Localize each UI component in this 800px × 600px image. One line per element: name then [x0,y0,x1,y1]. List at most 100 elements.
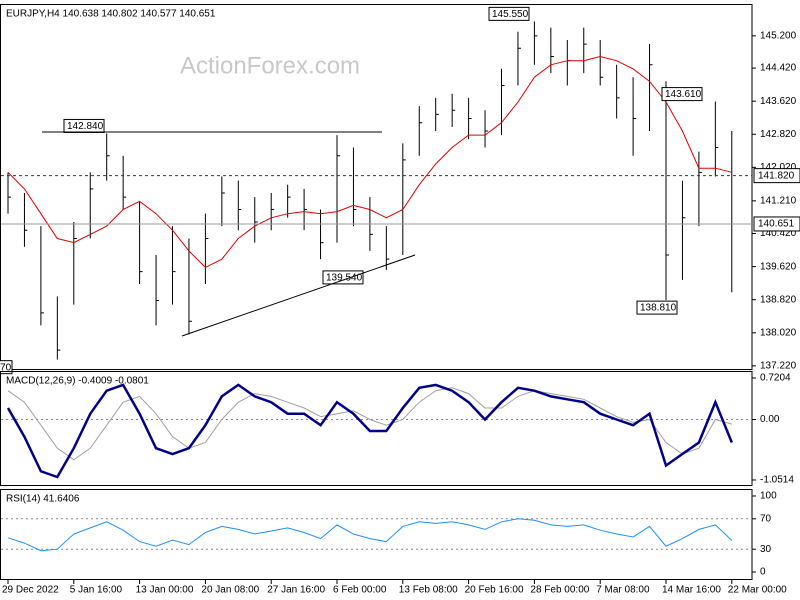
y-tick-label: 0 [760,567,766,578]
x-tick-label: 27 Jan 16:00 [267,585,325,596]
price-bar [599,39,604,86]
level-box [753,216,800,232]
price-bar [352,147,357,227]
price-bar [40,226,44,326]
annotation-label: 143.610 [665,89,702,100]
annotation-label: 142.840 [67,121,104,132]
price-bar [237,180,242,231]
price-bar [172,226,176,305]
price-bar [336,135,340,243]
price-bar [106,133,110,181]
price-bar [89,172,94,239]
rsi-line [7,518,733,552]
annotation-box [661,87,703,102]
price-bar [533,21,538,65]
y-tick-label: 138.820 [760,294,797,305]
price-bar [484,110,489,148]
x-tick-label: 20 Feb 16:00 [465,585,524,596]
price-bar [204,213,209,284]
price-bar [649,44,653,131]
x-tick-label: 29 Dec 2022 [2,585,59,596]
trend-line [181,254,416,337]
y-tick-label: 139.620 [760,261,797,272]
annotation-label: 139.540 [326,273,363,284]
y-tick-label: -1.0514 [760,475,794,486]
panel-frame [0,489,753,580]
price-bar [402,143,406,256]
y-tick-label: 143.620 [760,96,797,107]
price-bar [320,209,324,260]
price-bar [122,155,127,210]
x-tick-label: 5 Jan 16:00 [70,585,123,596]
signal-line [7,387,732,461]
macd-line [6,383,733,479]
y-tick-label: 140.420 [760,228,797,239]
price-bar [188,238,192,335]
price-bar [418,106,423,156]
price-bar [73,221,77,305]
annotation-label: 138.810 [640,303,677,314]
plot-layer: ActionForex.com 145.200 144.420 143.620 142.… [0,4,800,596]
x-axis: 29 Dec 2022 5 Jan 16:00 13 Jan 00:00 20 Jan… [2,580,787,596]
panel-title: RSI(14) 41.6406 [6,494,80,505]
panel-title: EURJPY,H4 140.638 140.802 140.577 140.65… [6,9,216,20]
y-tick-label: 144.420 [760,63,797,74]
price-bar [221,176,225,227]
y-tick-label: 138.020 [760,327,797,338]
annotation-box [322,270,364,285]
y-tick-label: 137.220 [760,361,797,372]
moving-average [7,55,732,269]
y-tick-label: 0.7204 [760,373,791,384]
y-tick-label: 145.200 [760,30,797,41]
x-tick-label: 22 Mar 00:00 [728,585,787,596]
price-bar [155,255,160,326]
level-box [753,168,800,184]
price-bar [616,64,620,119]
annotation-box [488,6,530,21]
price-bar [139,201,143,284]
x-tick-label: 28 Feb 00:00 [530,585,589,596]
price-bar [254,197,258,243]
panel-title: MACD(12,26,9) -0.4009 -0.0801 [6,376,149,387]
x-tick-label: 6 Feb 00:00 [333,585,387,596]
price-bar [583,27,587,74]
panel-frame [0,371,753,486]
annotation-box [636,300,678,315]
price-bar [550,27,554,74]
x-tick-label: 7 Mar 08:00 [596,585,650,596]
x-tick-label: 13 Feb 08:00 [399,585,458,596]
annotation-label: 145.550 [492,9,529,20]
price-bar [385,226,390,270]
y-tick-label: 141.210 [760,195,797,206]
price-bar [7,172,11,214]
y-tick-label: 142.820 [760,129,797,140]
x-tick-label: 20 Jan 08:00 [201,585,259,596]
price-bar [517,31,521,86]
annotation-label: 137.370 [0,362,12,373]
x-tick-label: 14 Mar 16:00 [662,585,721,596]
watermark: ActionForex.com [180,52,360,79]
y-tick-label: 70 [760,513,772,524]
price-bar [665,81,669,301]
price-bar [632,77,637,156]
price-bar [681,180,686,280]
price-bar [23,192,28,247]
y-tick-label: 0.00 [760,414,780,425]
y-tick-label: 100 [760,491,777,502]
price-bar [468,97,472,140]
x-tick-label: 13 Jan 00:00 [136,585,194,596]
price-bar [501,68,505,136]
y-tick-label: 30 [760,544,772,555]
price-bar [303,188,308,231]
price-bar [451,93,456,127]
annotation-box [0,360,13,375]
panel-frame [0,4,753,370]
price-bar [698,151,702,227]
y-tick-label: 142.020 [760,162,797,173]
price-bar [56,296,61,360]
price-bar [714,101,719,177]
price-bar [287,184,291,218]
level-label: 141.820 [758,170,795,181]
level-label: 140.651 [758,219,795,230]
